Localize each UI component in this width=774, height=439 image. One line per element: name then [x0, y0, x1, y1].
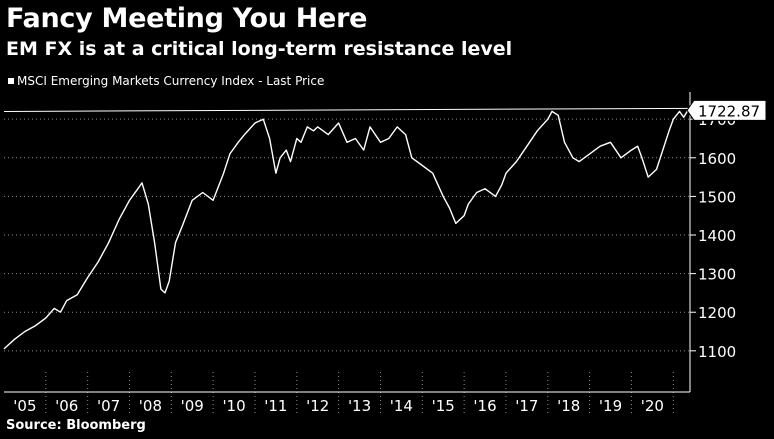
- y-tick-label: 1200: [698, 304, 736, 322]
- legend-swatch: [8, 78, 14, 84]
- last-value-label: 1722.87: [686, 99, 767, 121]
- y-tick-label: 1400: [698, 227, 736, 245]
- y-tick-label: 1600: [698, 150, 736, 168]
- x-tick-label: '20: [641, 397, 664, 415]
- x-tick-label: '07: [97, 397, 120, 415]
- legend-label: MSCI Emerging Markets Currency Index - L…: [17, 74, 325, 88]
- y-tick-label: 1300: [698, 266, 736, 284]
- x-tick-label: '14: [390, 397, 413, 415]
- x-tick-label: '06: [55, 397, 78, 415]
- x-tick-label: '11: [264, 397, 287, 415]
- chart-subtitle: EM FX is at a critical long-term resista…: [6, 38, 513, 60]
- last-value-text: 1722.87: [698, 102, 760, 120]
- x-tick-label: '05: [13, 397, 36, 415]
- x-tick-label: '08: [139, 397, 162, 415]
- x-tick-label: '09: [181, 397, 204, 415]
- x-tick-label: '10: [222, 397, 245, 415]
- x-tick-label: '17: [515, 397, 538, 415]
- x-tick-label: '18: [557, 397, 580, 415]
- x-tick-label: '15: [432, 397, 455, 415]
- resistance-line: [3, 107, 691, 112]
- x-tick-label: '16: [473, 397, 496, 415]
- source-note: Source: Bloomberg: [6, 418, 146, 433]
- y-axis: 1100120013001400150016001700: [689, 92, 736, 392]
- x-tick-label: '12: [306, 397, 329, 415]
- y-tick-label: 1100: [698, 343, 736, 361]
- x-tick-label: '13: [348, 397, 371, 415]
- chart-title: Fancy Meeting You Here: [6, 3, 368, 34]
- y-tick-label: 1500: [698, 188, 736, 206]
- x-tick-label: '19: [599, 397, 622, 415]
- grid-lines: [4, 118, 690, 352]
- x-axis: '05 '06 '07 '08 '09 '10 '11 '12 '13 '14 '15 '16 '17 '…: [4, 372, 690, 416]
- last-value-box: [686, 99, 767, 121]
- series-line: [3, 109, 689, 350]
- legend: MSCI Emerging Markets Currency Index - L…: [8, 73, 324, 89]
